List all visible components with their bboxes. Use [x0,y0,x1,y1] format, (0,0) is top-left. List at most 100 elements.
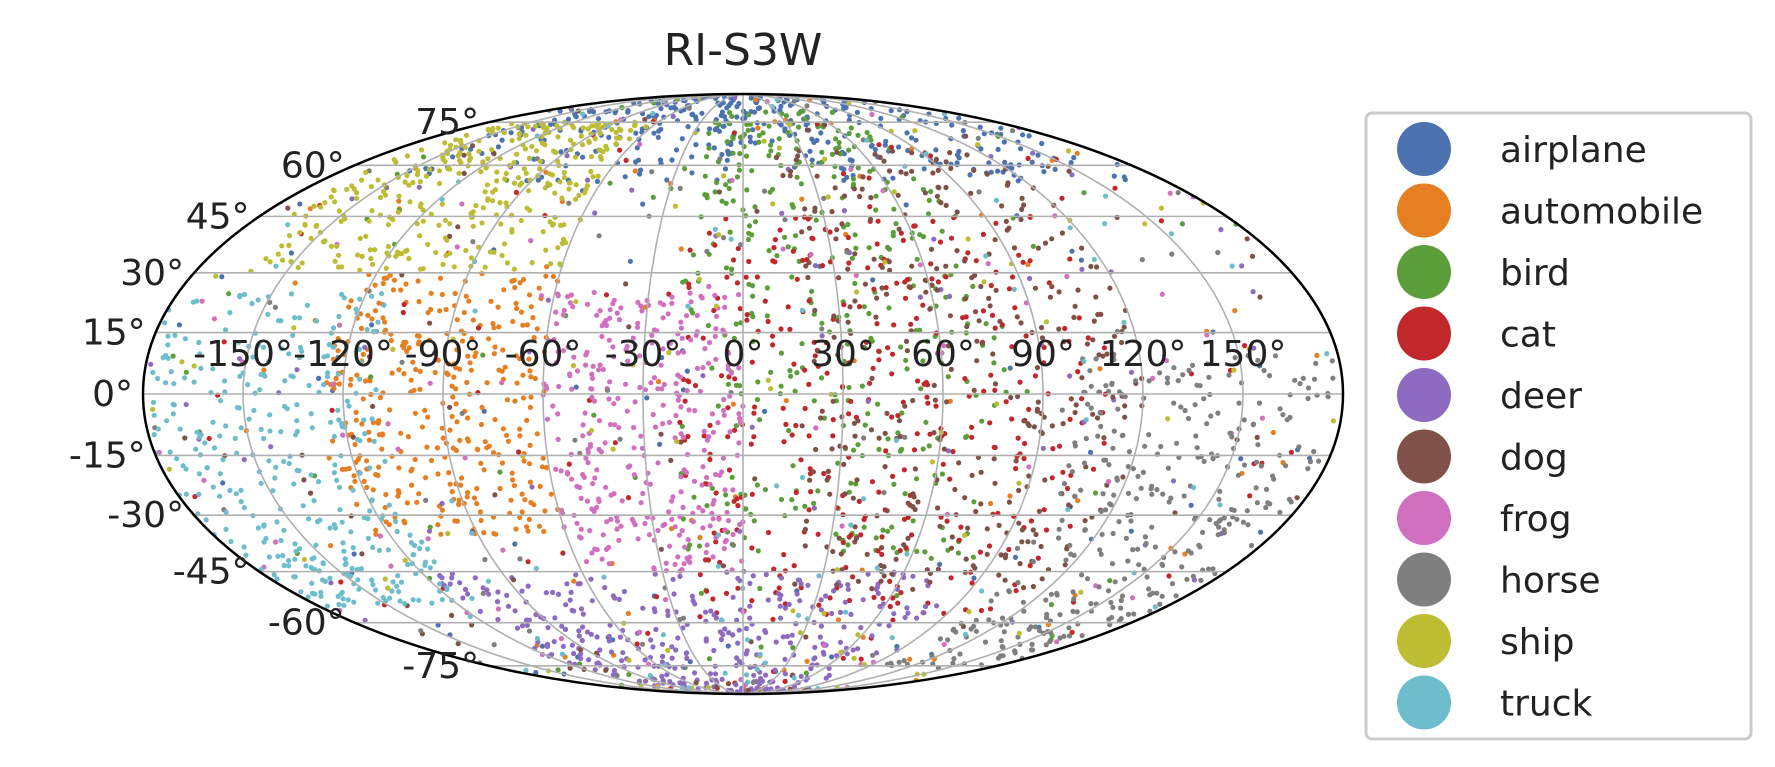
point-cat [991,444,997,450]
point-ship [351,186,357,192]
point-cat [866,175,872,181]
point-deer [495,616,501,623]
point-cat [686,284,692,291]
point-horse [1067,542,1073,548]
point-horse [1009,128,1016,134]
point-automobile [366,429,372,435]
point-truck [331,470,337,476]
point-truck [163,380,169,386]
point-deer [671,591,677,597]
point-cat [778,326,784,332]
point-frog [642,520,648,527]
point-automobile [449,413,455,420]
point-truck [373,387,379,393]
point-ship [765,377,771,383]
point-frog [604,519,610,525]
point-horse [782,217,788,223]
point-frog [666,509,672,515]
point-automobile [396,198,402,204]
point-ship [494,178,500,184]
point-truck [795,612,802,618]
point-airplane [1078,257,1084,263]
point-frog [388,563,394,569]
point-dog [943,263,949,269]
point-frog [697,388,704,394]
point-automobile [417,386,423,392]
point-automobile [432,369,438,376]
point-automobile [536,285,542,291]
x-tick-label: -60° [505,334,582,375]
point-ship [626,136,633,142]
point-bird [964,433,970,439]
point-horse [1071,596,1077,602]
point-automobile [478,460,484,466]
legend-label: cat [1500,315,1556,356]
point-bird [920,234,927,240]
point-frog [395,446,401,452]
point-bird [764,313,770,319]
point-horse [1283,463,1289,469]
point-frog [576,534,583,540]
point-dog [836,275,842,281]
point-bird [704,503,710,509]
point-cat [1079,396,1085,402]
point-deer [677,573,683,580]
point-horse [1305,395,1311,402]
point-automobile [347,382,353,388]
point-horse [1255,442,1261,448]
point-automobile [520,372,526,378]
point-frog [691,478,698,484]
point-dog [868,195,874,201]
point-deer [564,581,570,587]
point-dog [984,171,990,177]
point-ship [368,184,374,190]
point-automobile [514,380,520,386]
point-ship [394,249,401,255]
point-bird [183,369,189,375]
point-horse [1280,412,1286,418]
point-horse [423,497,429,503]
point-truck [349,565,355,572]
point-airplane [687,659,693,665]
point-automobile [527,461,533,467]
point-dog [883,291,890,297]
point-automobile [390,287,397,293]
point-ship [561,174,568,181]
point-cat [1013,588,1019,594]
point-bird [939,228,945,234]
point-cat [990,511,996,517]
point-frog [631,445,637,451]
point-dog [1008,394,1014,401]
point-frog [608,492,614,498]
point-airplane [1257,529,1264,535]
point-dog [834,582,840,588]
point-deer [563,602,569,608]
point-automobile [528,374,534,380]
point-frog [944,511,951,517]
point-cat [846,534,852,540]
point-frog [337,322,343,328]
point-automobile [447,427,453,433]
point-bird [853,245,859,251]
point-ship [1043,319,1050,325]
point-bird [420,154,427,160]
point-frog [589,394,595,400]
point-frog [675,397,681,403]
point-frog [704,542,710,548]
point-ship [566,186,572,192]
point-frog [631,424,637,431]
point-automobile [360,396,366,402]
point-horse [1126,449,1132,455]
point-airplane [499,137,505,143]
point-dog [910,504,916,510]
point-frog [710,516,716,522]
point-automobile [388,337,394,344]
point-dog [930,170,936,176]
point-cat [781,439,787,445]
point-truck [306,382,312,389]
point-cat [845,234,851,241]
point-truck [246,416,252,422]
point-truck [744,637,751,643]
point-horse [1103,383,1109,389]
point-dog [449,612,455,619]
